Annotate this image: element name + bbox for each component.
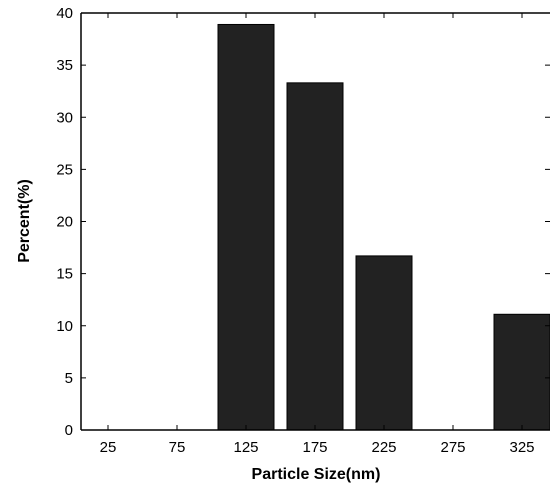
x-tick-label-125: 125 — [233, 439, 258, 456]
labels-layer: 0 5 10 15 20 25 30 35 40 25 75 125 175 225 275 325 — [56, 5, 534, 456]
bar-175 — [286, 82, 344, 431]
axes-layer — [80, 12, 550, 431]
x-tick-label-275: 275 — [440, 439, 465, 456]
y-tick-label-5: 5 — [65, 370, 73, 387]
y-tick-label-10: 10 — [56, 318, 73, 335]
bars-layer — [217, 23, 550, 431]
y-tick-label-25: 25 — [56, 161, 73, 178]
y-tick-label-0: 0 — [65, 422, 73, 439]
x-tick-label-175: 175 — [302, 439, 327, 456]
x-axis-title: Particle Size(nm) — [252, 466, 381, 483]
y-tick-label-40: 40 — [56, 5, 73, 22]
y-tick-label-20: 20 — [56, 214, 73, 231]
y-tick-label-35: 35 — [56, 57, 73, 74]
x-tick-label-75: 75 — [169, 439, 186, 456]
x-tick-label-25: 25 — [100, 439, 117, 456]
bar-325 — [493, 313, 550, 431]
bar-225 — [355, 255, 413, 431]
x-tick-label-325: 325 — [509, 439, 534, 456]
y-axis-title: Percent(%) — [16, 179, 33, 263]
y-tick-label-15: 15 — [56, 266, 73, 283]
y-tick-label-30: 30 — [56, 109, 73, 126]
x-tick-label-225: 225 — [371, 439, 396, 456]
bar-125 — [217, 23, 275, 431]
